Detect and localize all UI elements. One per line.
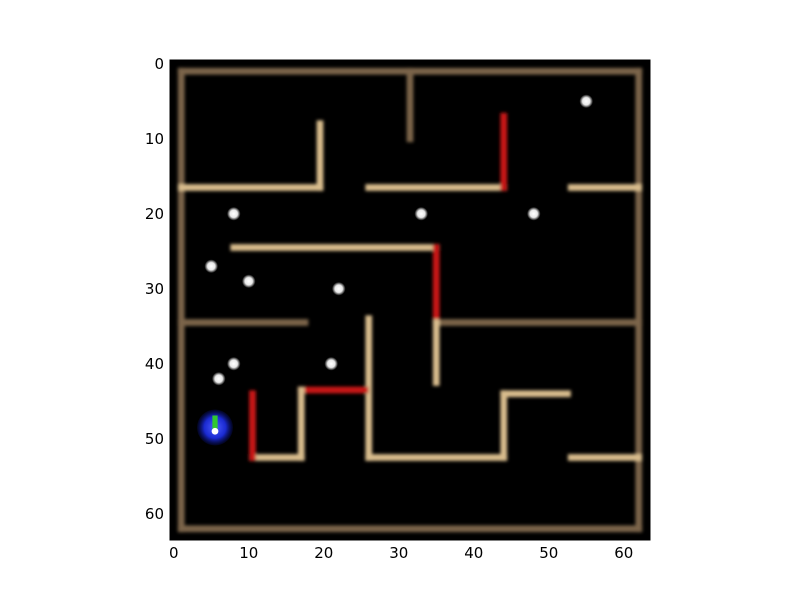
y-tick-label: 10 [145,130,164,148]
agent [197,409,233,446]
x-tick-label: 20 [314,544,333,562]
maze-orbs [204,94,593,386]
orb-pickup [227,357,241,371]
orb-pickup [242,274,256,288]
orb-pickup [227,207,241,221]
maze-walls [177,67,643,533]
orb-pickup [212,372,226,386]
y-tick-label: 30 [145,280,164,298]
orb-pickup [579,94,593,108]
y-tick-label: 60 [145,505,164,523]
orb-pickup [324,357,338,371]
axis-ticks: 0 10 20 30 40 50 60 0 10 20 30 40 50 60 [145,55,650,562]
orb-pickup [204,259,218,273]
x-tick-label: 30 [389,544,408,562]
x-tick-label: 40 [464,544,483,562]
y-tick-label: 0 [154,55,164,73]
plot-frame [169,59,651,541]
x-tick-label: 0 [169,544,179,562]
x-tick-label: 10 [239,544,258,562]
orb-pickup [414,207,428,221]
y-tick-label: 50 [145,430,164,448]
x-tick-label: 60 [614,544,633,562]
orb-pickup [527,207,541,221]
orb-pickup [332,282,346,296]
agent-center [211,427,219,435]
y-tick-label: 40 [145,355,164,373]
y-tick-label: 20 [145,205,164,223]
x-tick-label: 50 [539,544,558,562]
